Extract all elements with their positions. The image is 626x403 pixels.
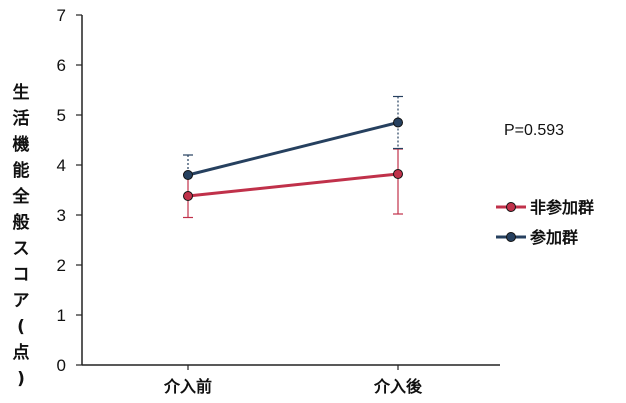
y-axis-label-char: 生 [12, 83, 30, 103]
x-tick-label: 介入前 [163, 377, 212, 396]
y-tick-label: 3 [57, 206, 66, 225]
y-axis-label-char: ( [17, 317, 25, 337]
y-axis-label-char: ス [12, 239, 30, 259]
y-axis-label: 生活機能全般スコア ( 点) [10, 80, 32, 392]
y-tick-label: 4 [57, 156, 66, 175]
y-tick-label: 6 [57, 56, 66, 75]
y-tick-label: 1 [57, 306, 66, 325]
legend-marker [506, 232, 516, 242]
y-axis-label-char: ア [12, 291, 30, 311]
y-axis-label-char: ) [17, 369, 25, 389]
legend-label: 参加群 [530, 228, 578, 247]
y-tick-label: 0 [57, 356, 66, 375]
y-axis-label-char: 点 [12, 343, 30, 363]
series-line [187, 172, 399, 198]
data-point [393, 169, 403, 179]
y-tick-label: 2 [57, 256, 66, 275]
x-tick-label: 介入後 [373, 377, 423, 396]
y-axis-label-char: コ [12, 265, 30, 285]
series-line [187, 121, 399, 177]
legend-label: 非参加群 [530, 198, 594, 217]
y-axis-label-char: 機 [12, 135, 30, 155]
data-point [183, 170, 193, 180]
y-axis-label-char: 活 [12, 109, 30, 129]
y-axis-label-char: 般 [12, 213, 30, 233]
y-axis-label-char: 能 [12, 161, 30, 181]
data-point [393, 117, 403, 128]
y-axis-label-char: 全 [12, 187, 30, 207]
y-tick-label: 7 [57, 6, 66, 25]
p-value-annotation: P=0.593 [504, 122, 564, 139]
y-tick-label: 5 [57, 106, 66, 125]
legend-marker [506, 202, 516, 212]
data-point [183, 191, 193, 201]
